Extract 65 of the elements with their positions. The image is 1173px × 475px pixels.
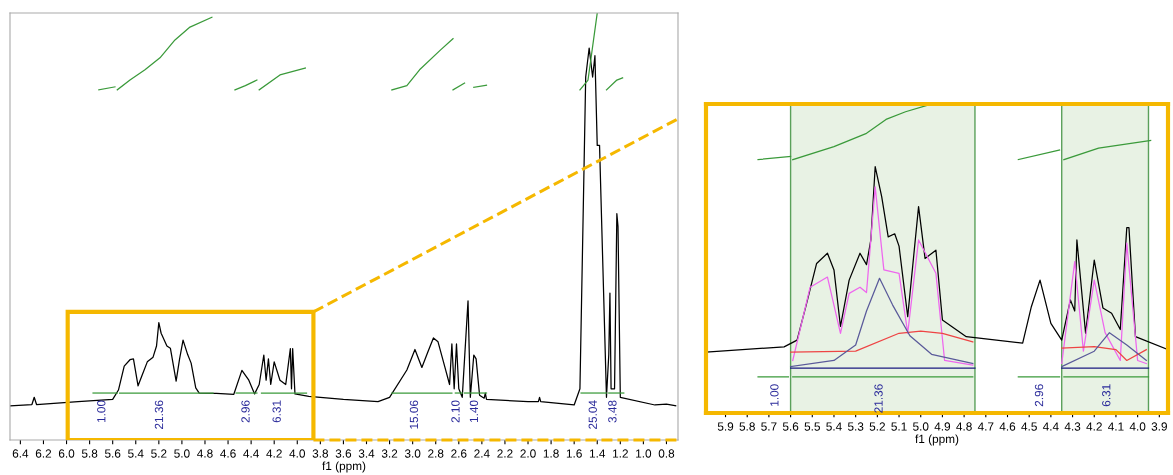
x-tick-label: 2.8	[428, 449, 444, 458]
x-tick-label: 2.6	[451, 449, 467, 458]
x-tick-label: 2.4	[474, 449, 490, 458]
annotation: 1.40	[469, 400, 479, 423]
x-tick-label: 4.4	[1042, 422, 1059, 431]
x-tick-label: 5.4	[128, 449, 144, 458]
x-tick-label: 3.9	[1151, 422, 1167, 431]
x-tick-label: 1.0	[636, 449, 652, 458]
x-tick-label: 3.6	[335, 449, 352, 458]
x-axis-title: f1 (ppm)	[915, 434, 959, 446]
annotation: 1.00	[770, 384, 779, 406]
x-tick-label: 5.9	[717, 422, 734, 431]
annotation: 25.04	[588, 400, 597, 429]
annotation: 2.96	[1034, 384, 1044, 407]
x-tick-label: 1.2	[613, 449, 628, 458]
annotation: 21.36	[154, 400, 164, 429]
x-tick-label: 5.2	[151, 449, 167, 458]
x-tick-label: 3.2	[381, 449, 398, 458]
x-tick-label: 4.9	[934, 422, 951, 431]
x-tick-label: 5.6	[782, 422, 799, 431]
annotation: 1.00	[97, 400, 106, 423]
x-tick-label: 3.4	[358, 449, 375, 458]
x-tick-label: 5.3	[847, 422, 864, 431]
x-tick-label: 4.4	[243, 449, 259, 458]
annotation: 2.10	[451, 400, 460, 423]
x-tick-label: 5.7	[761, 422, 777, 431]
x-tick-label: 4.2	[1086, 422, 1102, 431]
x-tick-label: 4.6	[999, 422, 1016, 431]
x-tick-label: 4.1	[1108, 422, 1124, 431]
x-tick-label: 4.3	[1064, 422, 1081, 431]
x-tick-label: 5.0	[913, 422, 929, 431]
x-tick-label: 2.2	[497, 449, 513, 458]
x-tick-label: 4.5	[1021, 422, 1037, 431]
x-tick-label: 4.8	[197, 449, 213, 458]
x-axis-title: f1 (ppm)	[322, 461, 366, 473]
x-tick-label: 5.8	[81, 449, 98, 458]
x-tick-label: 5.4	[826, 422, 842, 431]
x-tick-label: 2.0	[520, 449, 536, 458]
x-tick-label: 1.6	[566, 449, 582, 458]
x-tick-label: 1.8	[543, 449, 559, 458]
annotation: 3.48	[608, 400, 617, 423]
x-tick-label: 4.6	[220, 449, 236, 458]
x-tick-label: 4.7	[977, 422, 994, 431]
x-tick-label: 4.0	[1129, 422, 1146, 431]
x-tick-label: 1.4	[589, 449, 606, 458]
x-tick-label: 4.2	[266, 449, 282, 458]
x-tick-label: 0.8	[658, 449, 675, 458]
x-tick-label: 5.2	[869, 422, 885, 431]
x-tick-label: 6.4	[12, 449, 29, 458]
annotation: 6.31	[1102, 384, 1111, 407]
x-tick-label: 5.8	[739, 422, 755, 431]
x-tick-label: 5.6	[104, 449, 121, 458]
x-tick-label: 5.1	[891, 422, 907, 431]
x-tick-label: 3.0	[404, 449, 421, 458]
annotation: 2.96	[241, 400, 250, 423]
x-tick-label: 5.0	[174, 449, 190, 458]
x-tick-label: 5.5	[804, 422, 820, 431]
x-tick-label: 4.8	[956, 422, 972, 431]
annotation: 21.36	[874, 384, 883, 413]
x-tick-label: 6.2	[35, 449, 52, 458]
annotation: 15.06	[409, 400, 419, 429]
x-tick-label: 3.8	[312, 449, 329, 458]
x-tick-label: 6.0	[58, 449, 75, 458]
annotation: 6.31	[272, 400, 281, 423]
x-tick-label: 4.0	[289, 449, 306, 458]
